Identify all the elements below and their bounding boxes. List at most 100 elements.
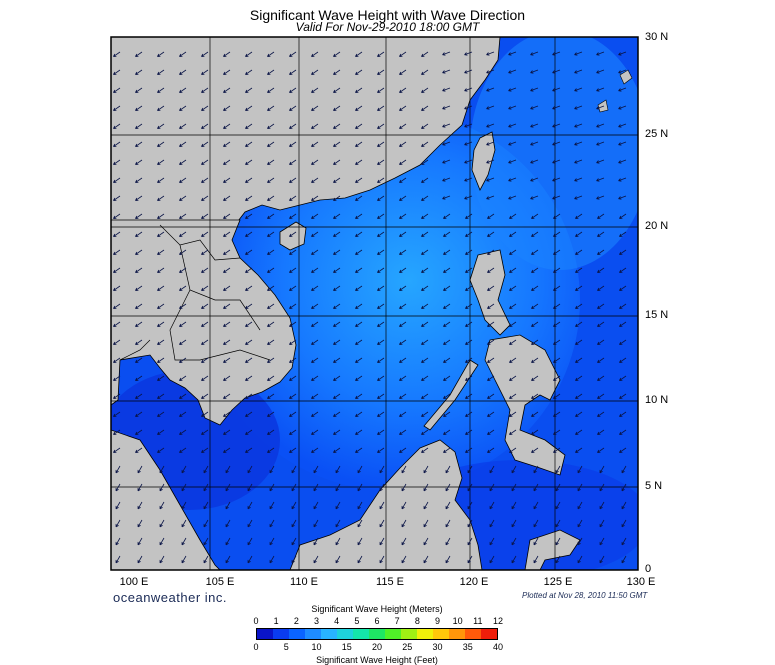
wave-direction-arrow — [575, 249, 583, 255]
wave-direction-arrow — [552, 123, 561, 128]
wave-direction-arrow — [577, 501, 583, 510]
wave-direction-arrow — [333, 105, 341, 111]
wave-direction-arrow — [377, 195, 385, 201]
wave-direction-arrow — [445, 537, 451, 546]
wave-direction-arrow — [135, 159, 143, 165]
wave-direction-arrow — [619, 411, 627, 417]
wave-direction-arrow — [486, 159, 495, 164]
wave-direction-arrow — [135, 51, 143, 57]
wave-direction-arrow — [464, 195, 473, 200]
wave-direction-arrow — [223, 429, 231, 435]
wave-direction-arrow — [135, 429, 143, 435]
wave-direction-arrow — [443, 357, 451, 363]
wave-direction-arrow — [487, 447, 495, 453]
wave-direction-arrow — [179, 51, 187, 57]
wave-direction-arrow — [509, 411, 517, 417]
wave-direction-arrow — [596, 141, 605, 146]
wave-direction-arrow — [555, 537, 561, 546]
colorbar-swatch — [257, 629, 273, 639]
wave-direction-arrow — [179, 285, 187, 291]
wave-direction-arrow — [135, 285, 143, 291]
wave-direction-arrow — [464, 123, 473, 128]
wave-direction-arrow — [179, 429, 187, 435]
wave-direction-arrow — [599, 465, 605, 474]
wave-direction-arrow — [291, 465, 297, 474]
wave-direction-arrow — [179, 249, 187, 255]
wave-direction-arrow — [267, 303, 275, 309]
wave-direction-arrow — [157, 123, 165, 129]
wave-direction-arrow — [289, 249, 297, 255]
wave-direction-arrow — [487, 429, 495, 435]
wave-direction-arrow — [245, 285, 253, 291]
wave-direction-arrow — [113, 141, 121, 147]
wave-direction-arrow — [135, 87, 143, 93]
wave-direction-arrow — [599, 519, 605, 528]
wave-direction-arrow — [201, 69, 209, 75]
wave-direction-arrow — [421, 357, 429, 363]
wave-direction-arrow — [247, 483, 253, 492]
wave-direction-arrow — [531, 267, 539, 273]
wave-direction-arrow — [179, 213, 187, 219]
wave-direction-arrow — [487, 303, 495, 309]
wave-direction-arrow — [619, 339, 627, 345]
wave-direction-arrow — [553, 375, 561, 381]
wave-direction-arrow — [442, 159, 451, 164]
wave-direction-arrow — [311, 393, 319, 399]
lat-label: 5 N — [645, 480, 663, 492]
wave-direction-arrow — [577, 537, 583, 546]
wave-direction-arrow — [245, 447, 253, 453]
wave-direction-arrow — [159, 537, 165, 546]
wave-direction-arrow — [289, 429, 297, 435]
wave-direction-arrow — [399, 141, 407, 147]
wave-direction-arrow — [267, 141, 275, 147]
wave-direction-arrow — [377, 447, 385, 453]
wave-direction-arrow — [487, 393, 495, 399]
wave-direction-arrow — [225, 555, 231, 564]
colorbar-tick-label: 12 — [492, 616, 504, 626]
wave-direction-arrow — [489, 555, 495, 564]
wave-direction-arrow — [509, 267, 517, 273]
wave-direction-arrow — [223, 87, 231, 93]
wave-direction-arrow — [379, 465, 385, 474]
wave-direction-arrow — [421, 375, 429, 381]
map-subtitle: Valid For Nov-29-2010 18:00 GMT — [295, 20, 480, 34]
wave-direction-arrow — [201, 195, 209, 201]
wave-direction-arrow — [245, 429, 253, 435]
wave-direction-arrow — [399, 285, 407, 291]
colorbar-swatch — [273, 629, 289, 639]
wave-direction-arrow — [333, 411, 341, 417]
colorbar-swatch — [385, 629, 401, 639]
wave-direction-arrow — [247, 555, 253, 564]
wave-direction-arrow — [421, 321, 429, 327]
wave-direction-arrow — [333, 51, 341, 57]
wave-direction-arrow — [599, 555, 605, 564]
wave-direction-arrow — [531, 393, 539, 399]
wave-direction-arrow — [269, 519, 275, 528]
wave-direction-arrow — [530, 159, 539, 164]
wave-direction-arrow — [135, 303, 143, 309]
wave-direction-arrow — [335, 537, 341, 546]
wave-direction-arrow — [223, 339, 231, 345]
wave-direction-arrow — [464, 177, 473, 182]
wave-direction-arrow — [552, 141, 561, 146]
wave-direction-arrow — [618, 195, 627, 200]
wave-direction-arrow — [179, 123, 187, 129]
wave-direction-arrow — [159, 519, 165, 528]
wave-direction-arrow — [157, 411, 165, 417]
wave-direction-arrow — [289, 195, 297, 201]
wave-direction-arrow — [201, 411, 209, 417]
wave-direction-arrow — [355, 105, 363, 111]
wave-direction-arrow — [355, 321, 363, 327]
wave-direction-arrow — [311, 357, 319, 363]
wave-direction-arrow — [355, 285, 363, 291]
wave-direction-arrow — [291, 537, 297, 546]
colorbar-swatch — [401, 629, 417, 639]
wave-direction-arrow — [621, 501, 627, 510]
wave-direction-arrow — [399, 231, 407, 237]
wave-direction-arrow — [179, 357, 187, 363]
wave-direction-arrow — [486, 105, 495, 110]
wave-direction-arrow — [467, 519, 473, 528]
colorbar-tick-label: 30 — [432, 642, 443, 652]
wave-direction-arrow — [509, 393, 517, 399]
wave-direction-arrow — [179, 87, 187, 93]
